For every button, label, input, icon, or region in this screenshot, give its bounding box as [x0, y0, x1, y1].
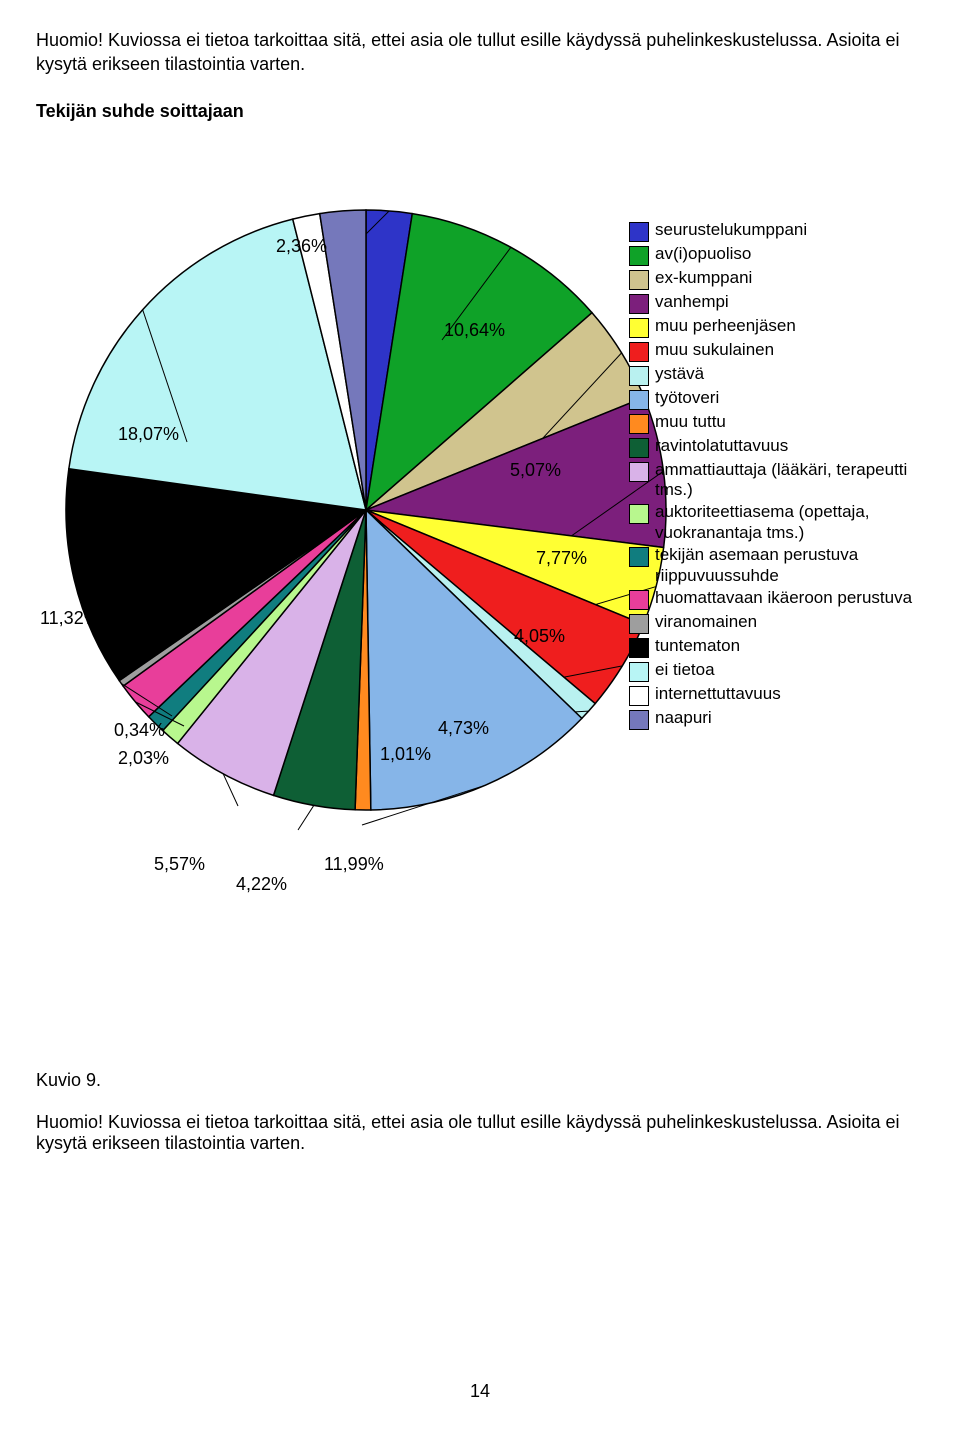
intro-line-1: Huomio! Kuviossa ei tietoa tarkoittaa si… — [36, 30, 822, 50]
legend-item: huomattavaan ikäeroon perustuva — [629, 588, 924, 610]
legend-item: ex-kumppani — [629, 268, 924, 290]
legend-swatch — [629, 294, 649, 314]
chart-title: Tekijän suhde soittajaan — [36, 101, 924, 122]
legend-label: muu perheenjäsen — [655, 316, 796, 336]
intro: Huomio! Kuviossa ei tietoa tarkoittaa si… — [36, 28, 924, 77]
pct-label: 5,57% — [154, 854, 205, 875]
legend-label: naapuri — [655, 708, 712, 728]
pct-label: 4,22% — [236, 874, 287, 895]
pct-label: 7,77% — [536, 548, 587, 569]
legend-label: viranomainen — [655, 612, 757, 632]
legend-label: muu sukulainen — [655, 340, 774, 360]
pct-label: 11,32% — [40, 608, 100, 629]
page-number: 14 — [36, 1381, 924, 1402]
legend-label: ex-kumppani — [655, 268, 752, 288]
legend-swatch — [629, 504, 649, 524]
pct-label: 5,07% — [510, 460, 561, 481]
legend-item: tekijän asemaan perustuva riippuvuussuhd… — [629, 545, 924, 586]
legend-label: huomattavaan ikäeroon perustuva — [655, 588, 912, 608]
legend-label: tekijän asemaan perustuva riippuvuussuhd… — [655, 545, 924, 586]
legend-label: seurustelukumppani — [655, 220, 807, 240]
legend-label: tuntematon — [655, 636, 740, 656]
legend-swatch — [629, 686, 649, 706]
legend-label: ravintolatuttavuus — [655, 436, 788, 456]
legend-item: muu sukulainen — [629, 340, 924, 362]
legend-label: ammattiauttaja (lääkäri, terapeutti tms.… — [655, 460, 924, 501]
legend-label: ystävä — [655, 364, 704, 384]
legend-swatch — [629, 342, 649, 362]
legend-item: ystävä — [629, 364, 924, 386]
legend-item: internettuttavuus — [629, 684, 924, 706]
pct-label: 18,07% — [118, 424, 179, 445]
pct-label: 2,03% — [118, 748, 169, 769]
legend-item: ammattiauttaja (lääkäri, terapeutti tms.… — [629, 460, 924, 501]
legend-item: naapuri — [629, 708, 924, 730]
legend-swatch — [629, 710, 649, 730]
pct-label: 4,05% — [514, 626, 565, 647]
pct-label: 4,73% — [438, 718, 489, 739]
caption-title: Kuvio 9. — [36, 1070, 924, 1091]
legend-item: viranomainen — [629, 612, 924, 634]
pie-chart: 2,36% 10,64% 5,07% 7,77% 4,05% 4,73% 1,01% 11,9… — [36, 130, 924, 1030]
legend-label: muu tuttu — [655, 412, 726, 432]
pct-label: 10,64% — [444, 320, 505, 341]
legend-item: auktoriteettiasema (opettaja, vuokranant… — [629, 502, 924, 543]
legend-item: työtoveri — [629, 388, 924, 410]
legend-item: muu tuttu — [629, 412, 924, 434]
legend-swatch — [629, 462, 649, 482]
legend-swatch — [629, 547, 649, 567]
pct-label: 11,99% — [324, 854, 384, 875]
legend-item: tuntematon — [629, 636, 924, 658]
legend-swatch — [629, 246, 649, 266]
legend-swatch — [629, 390, 649, 410]
legend: seurustelukumppani av(i)opuoliso ex-kumppa… — [629, 220, 924, 732]
pct-label: 1,01% — [380, 744, 431, 765]
legend-swatch — [629, 270, 649, 290]
legend-label: työtoveri — [655, 388, 719, 408]
legend-item: vanhempi — [629, 292, 924, 314]
legend-swatch — [629, 318, 649, 338]
legend-item: ei tietoa — [629, 660, 924, 682]
legend-item: muu perheenjäsen — [629, 316, 924, 338]
legend-swatch — [629, 414, 649, 434]
page: Huomio! Kuviossa ei tietoa tarkoittaa si… — [0, 0, 960, 1430]
legend-label: internettuttavuus — [655, 684, 781, 704]
legend-label: av(i)opuoliso — [655, 244, 751, 264]
legend-swatch — [629, 438, 649, 458]
legend-swatch — [629, 222, 649, 242]
caption: Kuvio 9. Huomio! Kuviossa ei tietoa tark… — [36, 1070, 924, 1154]
legend-item: seurustelukumppani — [629, 220, 924, 242]
legend-label: ei tietoa — [655, 660, 715, 680]
legend-label: auktoriteettiasema (opettaja, vuokranant… — [655, 502, 924, 543]
legend-swatch — [629, 590, 649, 610]
caption-line-1: Huomio! Kuviossa ei tietoa tarkoittaa si… — [36, 1112, 822, 1132]
legend-swatch — [629, 614, 649, 634]
pct-label: 0,34% — [114, 720, 165, 741]
pct-label: 2,36% — [276, 236, 327, 257]
legend-swatch — [629, 366, 649, 386]
legend-swatch — [629, 638, 649, 658]
legend-label: vanhempi — [655, 292, 729, 312]
legend-item: av(i)opuoliso — [629, 244, 924, 266]
pie-svg — [36, 170, 696, 970]
legend-swatch — [629, 662, 649, 682]
legend-item: ravintolatuttavuus — [629, 436, 924, 458]
